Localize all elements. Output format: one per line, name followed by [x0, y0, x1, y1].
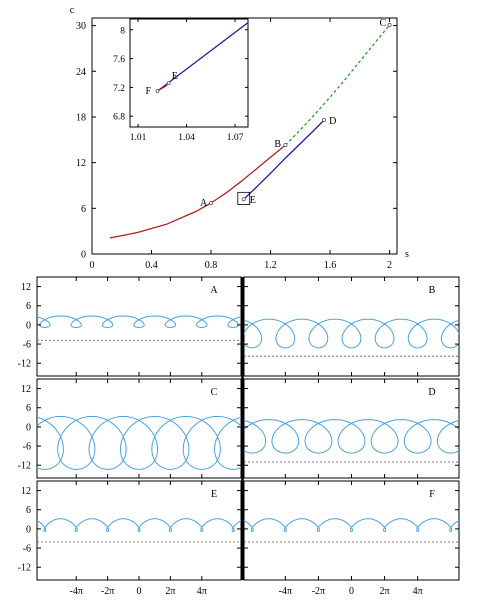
- main-xtick-label: 0.4: [145, 260, 158, 271]
- main-y-axis-label: c: [70, 5, 75, 16]
- main-point-marker-d: [322, 118, 327, 122]
- inset-series-line-1: [157, 84, 168, 92]
- main-ytick-label: 18: [76, 112, 86, 123]
- profile-xtick-label: 0: [349, 586, 354, 597]
- profile-xtick-label: 4π: [413, 586, 423, 597]
- profile-panel-e-curve: [37, 518, 241, 533]
- profile-panel-f-curve: [244, 518, 459, 533]
- inset-point-marker-e: [166, 81, 171, 85]
- main-point-label-e: E: [250, 195, 256, 206]
- profile-ytick-label: 0: [26, 524, 31, 535]
- profile-panel-a-label: A: [210, 285, 218, 296]
- inset-xtick-label: 1.07: [227, 133, 244, 143]
- profile-panel-f-label: F: [429, 489, 435, 500]
- profile-xtick-label: 2π: [165, 586, 175, 597]
- profile-ytick-label: 6: [26, 505, 31, 516]
- main-ytick-label: 6: [81, 204, 86, 215]
- profile-xtick-label: -4π: [279, 586, 292, 597]
- inset-ytick-label: 7.2: [113, 84, 125, 94]
- profile-panel-b-curve: [244, 318, 459, 349]
- main-xtick-label: 1.2: [264, 260, 277, 271]
- profile-ytick-label: 6: [26, 301, 31, 312]
- profile-xtick-label: 0: [137, 586, 142, 597]
- profile-ytick-label: -6: [23, 340, 31, 351]
- profile-panel-a-curve: [37, 315, 241, 329]
- main-point-marker-a: [209, 201, 213, 205]
- profile-ytick-label: 0: [26, 320, 31, 331]
- profile-ytick-label: -12: [18, 461, 31, 472]
- main-xtick-label: 0: [90, 260, 95, 271]
- profile-xtick-label: -2π: [312, 586, 325, 597]
- profile-panel-b-frame: [243, 276, 460, 377]
- inset-ytick-label: 8: [120, 26, 125, 36]
- main-point-label-c: C: [380, 18, 387, 29]
- profile-ytick-label: 6: [26, 403, 31, 414]
- profile-ytick-label: 12: [21, 384, 31, 395]
- main-plot-frame: [91, 17, 398, 255]
- inset-xtick-label: 1.01: [130, 133, 147, 143]
- profile-xtick-label: 2π: [380, 586, 390, 597]
- profile-ytick-label: -12: [18, 359, 31, 370]
- main-ytick-label: 0: [81, 250, 86, 261]
- inset-ytick-label: 6.8: [113, 113, 125, 123]
- profile-panel-d-frame: [243, 378, 460, 479]
- profile-panel-d-label: D: [428, 387, 435, 398]
- profile-xtick-label: -4π: [70, 586, 83, 597]
- profile-ytick-label: -6: [23, 544, 31, 555]
- main-x-axis-label: s: [405, 249, 409, 260]
- inset-point-marker-f: [155, 89, 160, 93]
- profile-panel-f-frame: [243, 480, 460, 581]
- profile-ytick-label: -6: [23, 442, 31, 453]
- main-xtick-label: 0.8: [205, 260, 218, 271]
- main-series-line-2: [284, 24, 391, 146]
- main-point-label-b: B: [274, 139, 281, 150]
- profile-panel-e-label: E: [211, 489, 217, 500]
- inset-point-label-f: F: [145, 86, 151, 97]
- main-series-line-0: [109, 144, 286, 239]
- inset-series-line-0: [157, 22, 249, 92]
- profile-ytick-label: 12: [21, 282, 31, 293]
- profile-xtick-label: -2π: [101, 586, 114, 597]
- main-ytick-label: 24: [76, 67, 86, 78]
- main-point-marker-b: [283, 143, 288, 148]
- inset-point-label-e: E: [172, 71, 178, 82]
- main-point-marker-c: [387, 22, 392, 27]
- profile-ytick-label: 0: [26, 422, 31, 433]
- main-series-line-1: [243, 119, 325, 200]
- main-xtick-label: 2: [387, 260, 392, 271]
- main-point-marker-e: [241, 197, 246, 202]
- inset-ytick-label: 7.6: [113, 55, 125, 65]
- profile-panel-c-curve: [37, 415, 241, 470]
- profile-panel-b-label: B: [429, 285, 436, 296]
- main-ytick-label: 30: [76, 21, 86, 32]
- inset-xtick-label: 1.04: [178, 133, 195, 143]
- main-zoom-box: [237, 191, 251, 205]
- main-ytick-label: 12: [76, 158, 86, 169]
- profile-panel-d-curve: [244, 419, 459, 454]
- main-point-label-a: A: [200, 198, 208, 209]
- main-xtick-label: 1.6: [324, 260, 337, 271]
- profile-panel-c-label: C: [211, 387, 218, 398]
- profile-xtick-label: 4π: [197, 586, 207, 597]
- main-point-label-d: D: [329, 116, 336, 127]
- profile-ytick-label: -12: [18, 563, 31, 574]
- profile-ytick-label: 12: [21, 486, 31, 497]
